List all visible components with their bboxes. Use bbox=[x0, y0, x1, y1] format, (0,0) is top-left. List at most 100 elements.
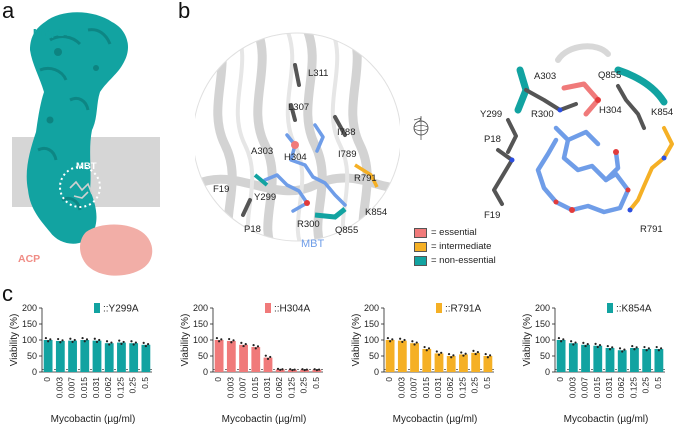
bar bbox=[446, 356, 456, 372]
data-point bbox=[447, 352, 451, 356]
data-point bbox=[423, 345, 426, 349]
x-tick-label: 0.003 bbox=[567, 377, 577, 399]
x-axis-label: Mycobactin (µg/ml) bbox=[51, 414, 136, 425]
structure-surface-image bbox=[12, 12, 160, 276]
x-tick-label: 0.015 bbox=[79, 377, 89, 399]
y-tick-label: 100 bbox=[364, 335, 379, 345]
legend-intermediate: = intermediate bbox=[414, 241, 491, 252]
data-point bbox=[83, 340, 86, 343]
bar bbox=[471, 352, 481, 372]
data-point bbox=[61, 339, 64, 342]
x-tick-label: 0.125 bbox=[115, 377, 125, 399]
residue-label: A303 bbox=[534, 71, 557, 82]
x-tick-label: 0.125 bbox=[286, 377, 296, 399]
y-tick-label: 200 bbox=[193, 303, 208, 313]
legend-essential: = essential bbox=[414, 227, 477, 238]
legend-swatch bbox=[94, 303, 100, 313]
bar bbox=[397, 340, 407, 372]
data-point bbox=[621, 350, 624, 353]
y-tick-label: 150 bbox=[22, 319, 37, 329]
data-point bbox=[315, 369, 318, 372]
legend-label: ::Y299A bbox=[103, 304, 139, 315]
y-tick-label: 0 bbox=[545, 367, 550, 377]
data-point bbox=[631, 344, 634, 348]
data-point bbox=[279, 368, 282, 371]
bar bbox=[568, 343, 578, 372]
residue-label: K854 bbox=[365, 207, 388, 218]
data-point bbox=[122, 340, 125, 344]
data-point bbox=[464, 352, 467, 355]
bar bbox=[617, 350, 627, 372]
y-tick-label: 0 bbox=[374, 367, 379, 377]
data-point bbox=[659, 347, 663, 350]
data-point bbox=[303, 369, 306, 372]
data-point bbox=[254, 347, 257, 350]
data-point bbox=[584, 344, 587, 348]
bar bbox=[630, 348, 639, 372]
data-point bbox=[403, 338, 406, 342]
data-point bbox=[645, 349, 648, 352]
legend-swatch bbox=[436, 303, 442, 313]
x-tick-label: 0.031 bbox=[433, 377, 443, 399]
residue-label: R300 bbox=[531, 109, 554, 120]
mbt-label: MBT bbox=[76, 161, 97, 172]
bar bbox=[654, 348, 664, 372]
data-point bbox=[484, 352, 487, 356]
x-axis-label: Mycobactin (µg/ml) bbox=[564, 414, 649, 425]
rotation-icon bbox=[413, 116, 429, 140]
data-point bbox=[220, 338, 223, 341]
binding-site-sticks-image bbox=[492, 43, 674, 215]
data-point bbox=[47, 340, 50, 343]
bar bbox=[104, 343, 114, 372]
legend-label: ::R791A bbox=[445, 304, 481, 315]
residue-label: Q855 bbox=[598, 70, 622, 81]
residue-label: R300 bbox=[297, 219, 320, 230]
data-point bbox=[427, 347, 431, 350]
bar bbox=[43, 340, 53, 372]
x-tick-label: 0.5 bbox=[482, 377, 492, 389]
data-point bbox=[105, 340, 109, 343]
y-tick-label: 0 bbox=[32, 367, 37, 377]
residue-label: F19 bbox=[484, 210, 501, 221]
bar bbox=[434, 353, 444, 372]
x-tick-label: 0.031 bbox=[604, 377, 614, 399]
data-point bbox=[256, 345, 260, 348]
data-point bbox=[49, 338, 52, 341]
residue-label: A303 bbox=[251, 146, 274, 157]
legend-swatch bbox=[414, 241, 427, 252]
data-point bbox=[291, 369, 294, 372]
protein-label: MmpL4-T bbox=[33, 27, 80, 39]
data-point bbox=[411, 340, 414, 343]
bar bbox=[117, 342, 126, 372]
x-tick-label: 0.25 bbox=[641, 377, 651, 394]
data-point bbox=[120, 342, 123, 345]
data-point bbox=[560, 340, 563, 343]
data-point bbox=[252, 344, 255, 347]
data-point bbox=[570, 340, 573, 343]
data-point bbox=[618, 347, 622, 350]
x-tick-label: 0.007 bbox=[67, 377, 77, 399]
bar bbox=[459, 354, 468, 372]
y-axis-label: Viability (%) bbox=[351, 314, 362, 367]
x-tick-label: 0.015 bbox=[421, 377, 431, 399]
data-point bbox=[450, 356, 453, 359]
data-point bbox=[476, 351, 479, 354]
residue-label: R791 bbox=[640, 224, 663, 235]
data-point bbox=[557, 336, 561, 340]
data-point bbox=[435, 350, 438, 353]
data-point bbox=[93, 337, 96, 340]
panel-letter-c: c bbox=[2, 281, 13, 306]
x-tick-label: 0 bbox=[555, 377, 565, 382]
legend-swatch bbox=[414, 227, 427, 238]
data-point bbox=[110, 341, 113, 344]
legend-non-essential: = non-essential bbox=[414, 255, 496, 266]
x-tick-label: 0.003 bbox=[396, 377, 406, 399]
y-tick-label: 0 bbox=[203, 367, 208, 377]
data-point bbox=[413, 343, 416, 346]
y-tick-label: 100 bbox=[535, 335, 550, 345]
data-point bbox=[647, 347, 650, 350]
bar bbox=[581, 344, 590, 372]
y-axis-label: Viability (%) bbox=[180, 314, 191, 367]
y-axis-label: Viability (%) bbox=[522, 314, 533, 367]
